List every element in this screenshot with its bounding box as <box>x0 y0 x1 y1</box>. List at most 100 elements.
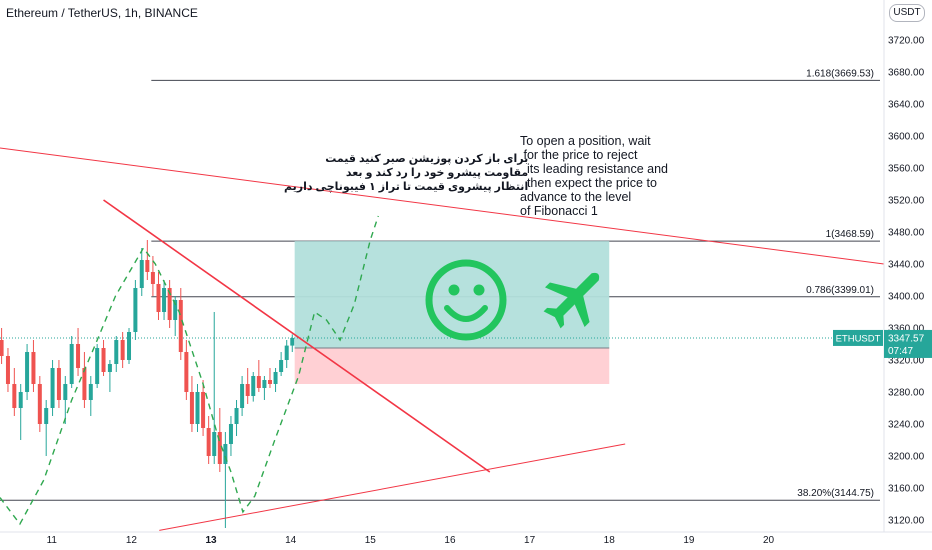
currency-selector[interactable]: USDT <box>889 4 925 22</box>
candle <box>120 332 125 368</box>
candle-body <box>217 432 222 464</box>
candle <box>262 376 267 400</box>
price-label: ETHUSDT 3347.57 07:47 <box>833 329 932 358</box>
candle-body <box>107 364 112 372</box>
candle-body <box>76 344 81 368</box>
fib-labels: 1.618(3669.53) 1(3468.59) 0.786(3399.01) 38… <box>797 68 874 499</box>
candle-body <box>25 352 30 392</box>
smiley-face-icon <box>425 259 507 341</box>
candle <box>101 340 106 376</box>
candle <box>279 352 284 376</box>
candle <box>127 328 132 364</box>
x-tick-label: 12 <box>126 535 138 546</box>
candle <box>82 352 87 408</box>
candle-body <box>273 372 278 384</box>
candle <box>240 376 245 416</box>
candle-body <box>256 376 261 388</box>
candle-body <box>167 288 172 320</box>
trendlines <box>0 147 885 531</box>
candle-body <box>69 344 74 384</box>
candle-body <box>150 272 155 284</box>
candle-body <box>284 345 289 360</box>
candle-body <box>50 368 55 408</box>
y-tick-label: 3280.00 <box>888 388 925 399</box>
candle-body <box>267 380 272 384</box>
candle <box>76 328 81 376</box>
candle <box>189 376 194 432</box>
y-tick-label: 3520.00 <box>888 196 925 207</box>
candle-body <box>18 392 23 408</box>
candle-body <box>234 408 239 424</box>
y-tick-label: 3320.00 <box>888 356 925 367</box>
candle-body <box>101 348 106 372</box>
symbol-tag <box>833 329 883 346</box>
trendline-steep-descending <box>103 199 491 473</box>
y-tick-label: 3480.00 <box>888 228 925 239</box>
candle <box>256 360 261 392</box>
candle <box>88 376 93 416</box>
x-tick-label: 14 <box>285 535 297 546</box>
candle-body <box>189 392 194 424</box>
candle-body <box>262 380 267 388</box>
candle <box>284 340 289 368</box>
candle-body <box>228 424 233 444</box>
candle <box>5 348 10 392</box>
candle-body <box>240 384 245 408</box>
candle <box>167 280 172 328</box>
english-annotation: To open a position, wait for the price t… <box>520 134 669 218</box>
candle <box>201 380 206 436</box>
y-tick-label: 3640.00 <box>888 100 925 111</box>
projection-path <box>0 215 379 526</box>
candle <box>217 408 222 472</box>
candle-body <box>173 300 178 320</box>
farsi-annotation: برای باز کردن پوزیشن صبر کنید قیمت مقاوم… <box>284 153 529 193</box>
candle <box>69 336 74 388</box>
candle <box>228 416 233 456</box>
candle <box>50 360 55 416</box>
price-tag-countdown: 07:47 <box>888 346 913 357</box>
candles <box>0 240 295 528</box>
x-tick-label: 16 <box>444 535 456 546</box>
candle-body <box>133 288 138 332</box>
candle-body <box>245 384 250 396</box>
candle <box>0 328 4 364</box>
candle-body <box>114 340 119 364</box>
price-tag-value: 3347.57 <box>888 333 925 344</box>
fib-label: 38.20%(3144.75) <box>797 488 874 499</box>
candle-body <box>178 300 183 352</box>
candle <box>223 432 228 528</box>
candle-body <box>56 368 61 400</box>
y-tick-label: 3600.00 <box>888 132 925 143</box>
candle <box>133 280 138 340</box>
candle <box>37 376 42 432</box>
candle <box>290 334 295 352</box>
x-tick-label: 17 <box>524 535 536 546</box>
loss-zone <box>294 348 610 384</box>
x-tick-label: 11 <box>47 535 58 546</box>
candle-body <box>95 348 100 384</box>
candle-body <box>63 384 68 400</box>
candle <box>95 344 100 388</box>
candle-body <box>162 288 167 312</box>
candle <box>234 400 239 436</box>
candle-body <box>82 368 87 400</box>
candle-body <box>223 444 228 464</box>
candle-body <box>5 356 10 384</box>
candle-body <box>44 408 49 424</box>
trendline-upper-descending <box>0 147 885 265</box>
y-tick-label: 3240.00 <box>888 420 925 431</box>
candle <box>18 384 23 440</box>
y-tick-label: 3400.00 <box>888 292 925 303</box>
candle-body <box>12 384 17 408</box>
candle-body <box>195 392 200 424</box>
candle <box>206 416 211 464</box>
price-tag <box>884 329 932 358</box>
projection-dashed-path <box>0 215 379 526</box>
candle <box>107 360 112 392</box>
candle <box>251 372 256 402</box>
y-tick-label: 3160.00 <box>888 484 925 495</box>
candle <box>178 288 183 360</box>
x-tick-label: 18 <box>604 535 616 546</box>
candle-body <box>251 376 256 396</box>
